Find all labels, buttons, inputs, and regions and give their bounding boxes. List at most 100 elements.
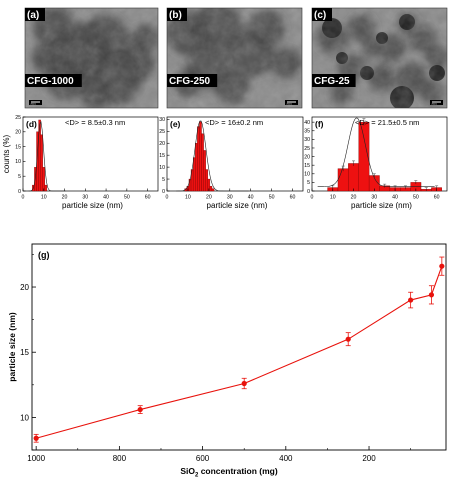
x-axis-label: particle size (nm) bbox=[351, 201, 412, 210]
histogram-bar bbox=[209, 186, 213, 192]
plot-frame bbox=[22, 116, 159, 192]
histogram-bar bbox=[197, 126, 200, 192]
panel-letter: (e) bbox=[170, 119, 181, 129]
tem-scalebar-label: 20nm bbox=[31, 103, 37, 105]
tem-scalebar-label: 20nm bbox=[432, 103, 438, 105]
x-tick-label: 20 bbox=[351, 195, 357, 201]
x-tick-label: 10 bbox=[185, 195, 191, 201]
y-tick-label: 25 bbox=[304, 146, 310, 152]
tem-letter: (b) bbox=[169, 10, 182, 21]
tem-panel-1: (a) CFG-1000 20nm bbox=[24, 7, 159, 109]
gaussian-fit-curve bbox=[176, 120, 249, 192]
y-tick-label: 25 bbox=[159, 129, 165, 135]
mean-size-annotation: <D> = 16±0.2 nm bbox=[205, 118, 263, 127]
y-tick-label: 25 bbox=[15, 115, 21, 121]
tem-image bbox=[312, 8, 447, 108]
x-axis-label: SiO2 concentration (mg) bbox=[180, 466, 278, 479]
y-tick-label: 20 bbox=[159, 141, 165, 147]
y-tick-label: 15 bbox=[304, 163, 310, 169]
x-tick-label: 600 bbox=[196, 454, 210, 463]
concentration-line-chart: 1000 800 600 400 200 10 15 20 (g) particle size (… bbox=[7, 243, 447, 479]
tem-letter-bg bbox=[25, 8, 45, 21]
x-tick-label: 0 bbox=[22, 195, 25, 201]
y-tick-label: 20 bbox=[20, 283, 29, 292]
histogram-bar bbox=[203, 150, 206, 192]
tem-grain bbox=[25, 8, 158, 108]
y-axis-label: counts (%) bbox=[2, 135, 11, 174]
histogram-bar bbox=[192, 157, 196, 192]
x-tick-label: 30 bbox=[371, 195, 377, 201]
x-tick-label: 50 bbox=[269, 195, 275, 201]
histogram-bar bbox=[337, 168, 349, 192]
y-axis-label: particle size (nm) bbox=[7, 312, 17, 382]
gaussian-fit-curve bbox=[28, 121, 66, 192]
mean-size-annotation: <D> = 21.5±0.5 nm bbox=[355, 118, 419, 127]
tem-sample-label: CFG-1000 bbox=[27, 76, 74, 87]
histogram-bar bbox=[195, 143, 198, 192]
x-tick-label: 30 bbox=[82, 195, 88, 201]
tem-frame bbox=[24, 7, 159, 109]
y-tick-label: 30 bbox=[159, 117, 165, 123]
y-tick-label: 15 bbox=[20, 348, 29, 357]
tem-letter-bg bbox=[167, 8, 187, 21]
histogram-bar bbox=[44, 184, 48, 192]
y-tick-label: 40 bbox=[304, 120, 310, 126]
y-tick-label: 10 bbox=[20, 413, 29, 422]
tem-panel-3: (c) CFG-25 20nm bbox=[311, 7, 448, 109]
x-axis-label-main: SiO bbox=[180, 466, 195, 476]
data-point bbox=[345, 336, 351, 342]
histogram-2: 0 10 20 30 40 50 60 0 5 10 15 20 25 30 (e) <D> = 16±0.2… bbox=[159, 116, 304, 210]
data-point bbox=[439, 263, 445, 269]
x-tick-label: 60 bbox=[434, 195, 440, 201]
tem-sample-label-bg bbox=[167, 74, 218, 87]
histogram-bar bbox=[348, 163, 359, 192]
tem-panel-2: (b) CFG-250 20nm bbox=[166, 7, 303, 109]
x-tick-label: 0 bbox=[166, 195, 169, 201]
data-point bbox=[137, 406, 143, 413]
y-tick-label: 10 bbox=[15, 159, 21, 165]
tem-frame bbox=[311, 7, 448, 109]
y-tick-label: 0 bbox=[18, 189, 21, 195]
y-tick-label: 20 bbox=[304, 154, 310, 160]
tem-letter-bg bbox=[312, 8, 332, 21]
line-chart: 1000 800 600 400 200 10 15 20 (g) particle size (… bbox=[7, 243, 447, 479]
x-tick-label: 20 bbox=[62, 195, 68, 201]
data-point bbox=[33, 435, 39, 441]
gaussian-fit-curve bbox=[317, 117, 435, 187]
y-tick-label: 5 bbox=[18, 174, 21, 180]
y-tick-label: 0 bbox=[162, 189, 165, 195]
plot-frame bbox=[166, 116, 304, 192]
x-tick-label: 50 bbox=[413, 195, 419, 201]
tem-sample-label: CFG-25 bbox=[314, 76, 350, 87]
x-tick-label: 50 bbox=[124, 195, 130, 201]
histogram-bar bbox=[205, 169, 208, 192]
panel-letter: (f) bbox=[315, 119, 324, 129]
tem-frame bbox=[166, 7, 303, 109]
y-tick-label: 0 bbox=[307, 189, 310, 195]
panel-letter: (g) bbox=[38, 250, 50, 260]
x-axis-label: particle size (nm) bbox=[62, 201, 123, 210]
y-tick-label: 5 bbox=[162, 177, 165, 183]
tem-sample-label-bg bbox=[312, 74, 356, 87]
histogram-bar bbox=[358, 121, 370, 192]
mean-size-annotation: <D> = 8.5±0.3 nm bbox=[65, 118, 125, 127]
x-tick-label: 400 bbox=[279, 454, 293, 463]
x-tick-label: 1000 bbox=[27, 454, 45, 463]
y-tick-label: 5 bbox=[307, 180, 310, 186]
data-point bbox=[241, 380, 247, 387]
x-axis-label-subscript: 2 bbox=[195, 473, 199, 479]
y-tick-label: 10 bbox=[304, 172, 310, 178]
x-tick-label: 20 bbox=[206, 195, 212, 201]
data-point bbox=[408, 297, 414, 303]
histogram-1: 0 10 20 30 40 50 60 0 5 10 15 20 25 (d) <D> = 8.5±0.3 … bbox=[2, 115, 159, 210]
tem-grain bbox=[312, 8, 447, 108]
histogram-bar bbox=[211, 188, 215, 192]
histogram-bar bbox=[40, 134, 43, 192]
x-tick-label: 60 bbox=[290, 195, 296, 201]
x-tick-label: 40 bbox=[392, 195, 398, 201]
plot-frame bbox=[31, 243, 447, 451]
tem-letter: (a) bbox=[27, 10, 39, 21]
histogram-bar bbox=[201, 133, 204, 192]
